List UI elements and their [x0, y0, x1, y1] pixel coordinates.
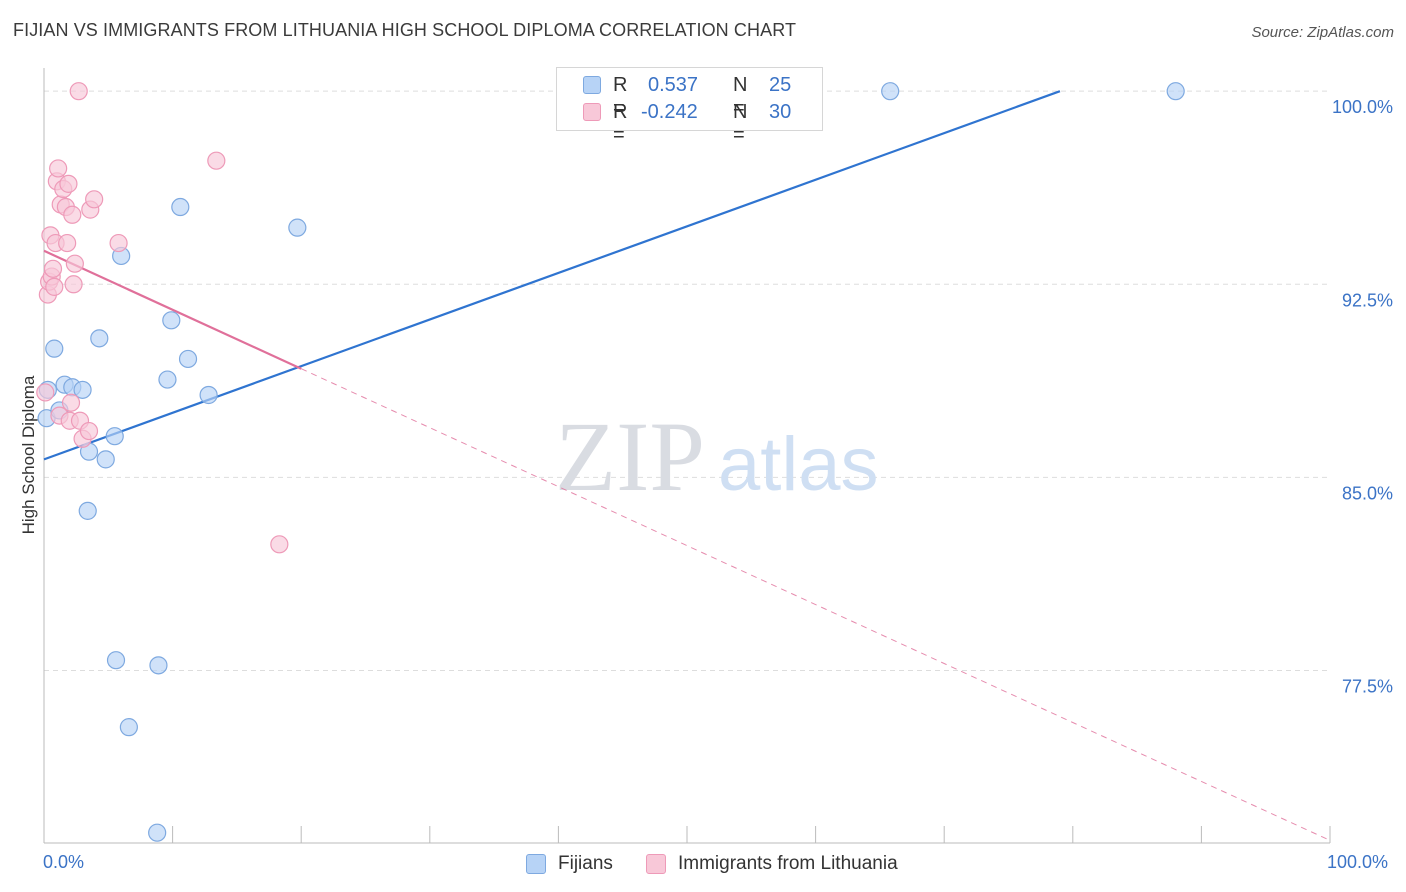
- legend-swatch-fijians: [526, 854, 546, 874]
- lithuania-point: [85, 190, 104, 209]
- fijians-point: [149, 656, 168, 675]
- lithuania-point: [43, 259, 63, 278]
- grid-lines: [44, 90, 1330, 671]
- lithuania-point: [69, 82, 88, 101]
- y-tick-label: 100.0%: [1332, 97, 1393, 117]
- fijians-point: [73, 380, 92, 399]
- fijians-point: [106, 651, 126, 670]
- legend-n-label: N =: [733, 101, 748, 146]
- y-axis-label: High School Diploma: [19, 375, 38, 535]
- lithuania-point: [36, 383, 55, 402]
- chart-title: FIJIAN VS IMMIGRANTS FROM LITHUANIA HIGH…: [13, 20, 797, 40]
- legend-label-lithuania: Immigrants from Lithuania: [678, 853, 898, 874]
- legend-swatch-blue: [583, 76, 601, 94]
- lithuania-point: [59, 174, 78, 193]
- x-tick-label-max: 100.0%: [1327, 852, 1389, 872]
- lithuania-point: [109, 233, 128, 253]
- legend-r-value: -0.242: [641, 101, 698, 123]
- lithuania-point: [270, 535, 289, 554]
- lithuania-trend-line-solid: [43, 249, 302, 370]
- fijians-point: [90, 329, 109, 348]
- y-tick-label: 92.5%: [1342, 290, 1393, 310]
- lithuania-point: [63, 205, 82, 224]
- lithuania-point: [64, 275, 83, 294]
- fijians-trend-line: [43, 90, 1061, 461]
- legend-swatch-pink: [583, 103, 601, 121]
- legend-n-value: 30: [769, 101, 792, 123]
- y-tick-labels: 77.5% 85.0% 92.5% 100.0%: [1332, 97, 1393, 696]
- legend-swatch-lithuania: [646, 854, 666, 874]
- watermark-zip: ZIP: [555, 401, 705, 512]
- axes: [43, 68, 1331, 844]
- lithuania-point: [65, 254, 84, 273]
- legend-r-label: R =: [613, 74, 628, 119]
- fijians-point: [158, 370, 177, 389]
- y-tick-label: 77.5%: [1342, 676, 1393, 696]
- lithuania-point: [207, 151, 226, 170]
- lithuania-trend-line-dashed: [300, 368, 1331, 841]
- stats-legend: R = 0.537 N = 25 R = -0.242 N = 30: [556, 67, 823, 146]
- fijians-point: [178, 349, 198, 369]
- series-legend: Fijians Immigrants from Lithuania: [0, 852, 1406, 878]
- lithuania-point: [49, 159, 68, 178]
- legend-n-value: 25: [769, 74, 792, 96]
- lithuania-point: [79, 421, 99, 441]
- fijians-point: [1166, 82, 1185, 101]
- legend-r-value: 0.537: [648, 74, 699, 96]
- x-tick-label-min: 0.0%: [43, 852, 85, 872]
- legend-r-label: R =: [613, 101, 628, 146]
- fijians-point: [45, 339, 64, 358]
- fijians-point: [78, 501, 97, 520]
- fijians-point: [119, 718, 138, 737]
- lithuania-point: [45, 277, 64, 296]
- watermark-atlas: atlas: [718, 422, 879, 507]
- fijians-point: [162, 311, 181, 330]
- fijians-point: [199, 385, 218, 405]
- legend-label-fijians: Fijians: [558, 853, 613, 874]
- lithuania-point: [58, 233, 77, 253]
- y-tick-label: 85.0%: [1342, 483, 1393, 503]
- watermark: ZIP atlas: [555, 401, 879, 512]
- data-points: [36, 82, 1185, 842]
- fijians-point: [148, 823, 167, 842]
- legend-n-label: N =: [733, 74, 748, 119]
- source-label: Source: ZipAtlas.com: [1251, 24, 1394, 41]
- fijians-point: [96, 450, 115, 469]
- fijians-point: [105, 427, 124, 446]
- fijians-point: [288, 218, 307, 237]
- lithuania-point: [61, 393, 81, 412]
- fijians-point: [881, 82, 900, 101]
- fijians-point: [171, 197, 190, 217]
